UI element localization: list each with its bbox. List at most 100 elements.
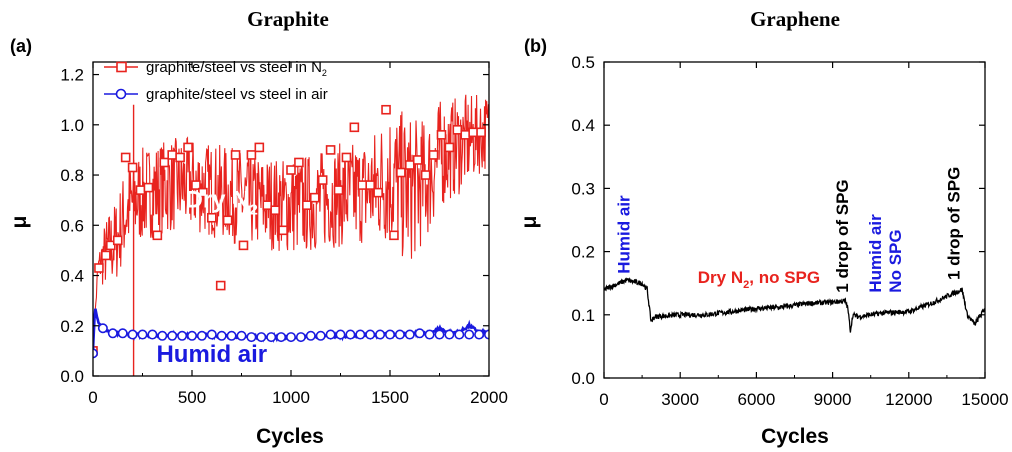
data-point bbox=[216, 330, 227, 341]
data-point bbox=[266, 332, 277, 343]
data-point bbox=[198, 187, 208, 198]
x-tick-label: 15000 bbox=[961, 390, 1008, 409]
text-part: graphite/steel vs steel in N bbox=[146, 59, 322, 76]
data-point bbox=[315, 330, 326, 341]
annotation: Humid air bbox=[866, 214, 885, 293]
y-tick-label: 1.2 bbox=[60, 66, 84, 85]
data-point bbox=[476, 127, 486, 138]
data-point bbox=[106, 240, 116, 251]
annotation: Dry N2, no SPG bbox=[698, 268, 820, 291]
data-point bbox=[206, 329, 217, 340]
series-0 bbox=[93, 94, 489, 376]
data-point bbox=[94, 263, 104, 273]
data-point bbox=[460, 130, 471, 140]
chart-panel-a: Graphite (a) 0 500 1000 1500 2000 0.0 0.2 0.4 0.6 0… bbox=[8, 7, 508, 448]
x-tick-label: 1000 bbox=[272, 388, 310, 407]
data-point bbox=[428, 150, 439, 160]
data-point bbox=[384, 329, 395, 340]
data-point bbox=[285, 332, 296, 343]
data-point bbox=[295, 332, 306, 343]
data-point bbox=[97, 323, 108, 334]
x-tick-label: 500 bbox=[178, 388, 206, 407]
y-tick-label: 0.0 bbox=[60, 367, 84, 386]
data-point bbox=[183, 142, 193, 153]
data-point bbox=[167, 330, 178, 341]
legend-marker-circle bbox=[115, 88, 127, 100]
data-point bbox=[175, 152, 185, 163]
x-tick-label: 0 bbox=[599, 390, 608, 409]
x-tick-label: 3000 bbox=[661, 390, 699, 409]
data-point bbox=[464, 329, 475, 340]
x-axis-title: Cycles bbox=[761, 425, 829, 448]
data-point bbox=[444, 329, 455, 340]
data-point bbox=[157, 330, 168, 341]
panel-label: (a) bbox=[10, 36, 32, 56]
subscript: 2 bbox=[322, 68, 327, 78]
data-point bbox=[112, 235, 123, 246]
data-point bbox=[365, 329, 376, 340]
y-axis-title: μ bbox=[518, 216, 541, 229]
x-tick-label: 2000 bbox=[470, 388, 508, 407]
data-point bbox=[177, 330, 188, 341]
data-point bbox=[137, 329, 148, 340]
data-point bbox=[262, 200, 273, 210]
data-point bbox=[278, 225, 288, 236]
data-point bbox=[117, 328, 128, 339]
data-point bbox=[404, 160, 415, 170]
subscript: 2 bbox=[250, 202, 258, 219]
data-point bbox=[396, 167, 406, 178]
series-0 bbox=[604, 277, 985, 333]
y-tick-label: 0.5 bbox=[571, 53, 595, 72]
text-part: Dry N bbox=[186, 187, 250, 214]
data-point bbox=[286, 165, 296, 175]
series-line bbox=[604, 277, 985, 333]
annotation: Dry N2 bbox=[186, 187, 258, 219]
annotation: 1 drop of SPG bbox=[833, 179, 852, 292]
panel-label: (b) bbox=[524, 36, 547, 56]
annotation: Humid air bbox=[614, 195, 633, 274]
data-point bbox=[159, 157, 170, 168]
subscript: 2 bbox=[743, 279, 749, 291]
data-point bbox=[302, 200, 312, 210]
data-point bbox=[404, 329, 415, 340]
data-point bbox=[341, 152, 352, 163]
data-point bbox=[101, 250, 111, 261]
text-part: Humid air bbox=[156, 341, 267, 368]
y-tick-label: 0.2 bbox=[60, 317, 84, 336]
data-point bbox=[222, 215, 233, 226]
annotation: No SPG bbox=[886, 229, 905, 292]
plot-area bbox=[604, 277, 985, 333]
legend: graphite/steel vs steel in N2graphite/st… bbox=[104, 59, 328, 103]
y-axis-title: μ bbox=[8, 216, 31, 229]
data-point bbox=[207, 212, 217, 223]
data-point bbox=[335, 329, 346, 340]
data-point bbox=[349, 122, 360, 133]
y-tick-label: 0.2 bbox=[571, 243, 595, 262]
y-tick-label: 0.4 bbox=[60, 267, 84, 286]
data-point bbox=[196, 330, 207, 341]
data-point bbox=[317, 175, 328, 185]
data-point bbox=[305, 330, 316, 341]
y-tick-label: 0.0 bbox=[571, 369, 595, 388]
data-point bbox=[107, 328, 118, 339]
y-tick-label: 0.6 bbox=[60, 216, 84, 235]
y-tick-label: 1.0 bbox=[60, 116, 84, 135]
data-point bbox=[381, 104, 391, 115]
data-point bbox=[325, 145, 336, 155]
data-point bbox=[412, 155, 423, 165]
text-part: Dry N bbox=[698, 268, 743, 287]
data-point bbox=[389, 230, 399, 241]
data-point bbox=[256, 332, 267, 343]
data-point bbox=[191, 180, 201, 190]
data-point bbox=[215, 280, 226, 291]
chart-title: Graphene bbox=[750, 7, 840, 31]
data-point bbox=[152, 230, 163, 241]
data-point bbox=[394, 329, 405, 340]
data-point bbox=[276, 332, 287, 343]
data-point bbox=[365, 180, 376, 190]
data-point bbox=[127, 329, 138, 340]
data-point bbox=[230, 150, 241, 160]
data-point bbox=[325, 329, 336, 340]
data-point bbox=[454, 329, 465, 340]
data-point bbox=[246, 150, 257, 160]
